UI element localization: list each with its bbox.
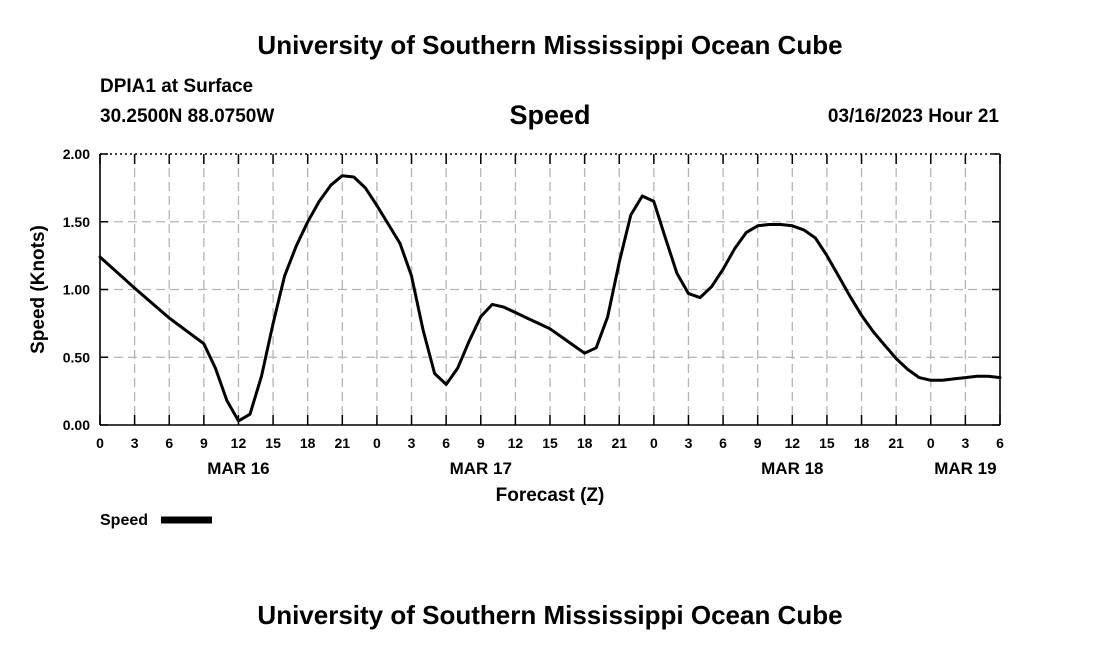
forecast-datetime: 03/16/2023 Hour 21 <box>827 106 999 127</box>
x-tick-label: 3 <box>408 435 416 451</box>
x-tick-label: 0 <box>373 435 381 451</box>
axis-labels: 0 3 6 9 12 15 18 21 0 3 6 9 12 15 18 21 0 3 6 9 12 15 18 21 0 3 6 0… <box>28 146 1004 506</box>
x-tick-label: 21 <box>335 435 351 451</box>
axes <box>99 153 1001 426</box>
x-tick-label: 6 <box>719 435 727 451</box>
day-label: MAR 18 <box>761 459 823 478</box>
x-tick-label: 18 <box>854 435 870 451</box>
x-tick-label: 6 <box>442 435 450 451</box>
y-axis-title: Speed (Knots) <box>28 225 49 354</box>
x-tick-label: 15 <box>265 435 281 451</box>
chart-title: Speed <box>509 100 591 130</box>
page-title: University of Southern Mississippi Ocean… <box>257 30 843 60</box>
day-label: MAR 19 <box>934 459 996 478</box>
series-layer <box>98 174 1002 423</box>
x-tick-label: 3 <box>961 435 969 451</box>
y-tick-label: 1.50 <box>63 214 90 230</box>
x-tick-label: 3 <box>131 435 139 451</box>
x-tick-label: 18 <box>300 435 316 451</box>
day-label: MAR 16 <box>207 459 269 478</box>
grid-lines <box>100 154 1000 425</box>
legend: Speed <box>100 512 212 529</box>
x-tick-label: 9 <box>754 435 762 451</box>
y-tick-label: 0.50 <box>63 349 90 365</box>
x-tick-label: 0 <box>650 435 658 451</box>
x-tick-label: 0 <box>927 435 935 451</box>
x-tick-label: 21 <box>888 435 904 451</box>
x-tick-label: 12 <box>508 435 524 451</box>
x-tick-label: 12 <box>231 435 247 451</box>
x-tick-label: 6 <box>996 435 1004 451</box>
x-tick-label: 3 <box>685 435 693 451</box>
x-tick-label: 21 <box>611 435 627 451</box>
y-tick-label: 0.00 <box>63 417 90 433</box>
footer-title: University of Southern Mississippi Ocean… <box>257 600 843 630</box>
day-label: MAR 17 <box>450 459 512 478</box>
x-tick-label: 12 <box>785 435 801 451</box>
y-tick-label: 2.00 <box>63 146 90 162</box>
coordinates-label: 30.2500N 88.0750W <box>100 106 275 127</box>
x-tick-label: 18 <box>577 435 593 451</box>
x-tick-label: 15 <box>819 435 835 451</box>
x-tick-label: 9 <box>477 435 485 451</box>
x-axis-title: Forecast (Z) <box>496 485 605 506</box>
speed-series-line <box>98 174 1002 423</box>
x-tick-label: 15 <box>542 435 558 451</box>
x-tick-label: 0 <box>96 435 104 451</box>
legend-label: Speed <box>100 512 148 529</box>
x-tick-label: 6 <box>165 435 173 451</box>
station-label: DPIA1 at Surface <box>100 76 254 97</box>
y-tick-label: 1.00 <box>63 282 90 298</box>
x-tick-label: 9 <box>200 435 208 451</box>
